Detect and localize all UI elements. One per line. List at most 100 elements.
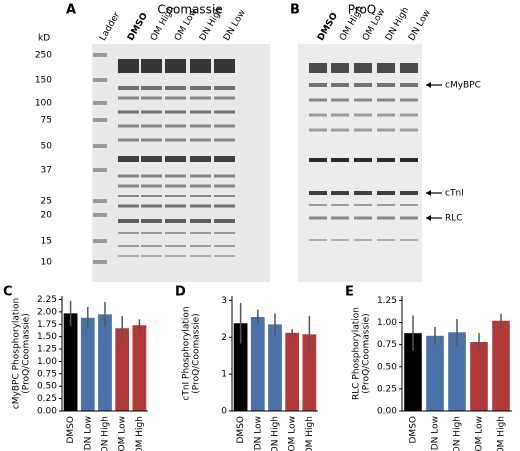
gel-band — [165, 174, 186, 178]
gel-band — [331, 83, 349, 87]
gel-band — [354, 113, 372, 117]
gel-band — [118, 184, 139, 188]
ladder-label: 250 — [35, 51, 52, 61]
ladder-label: 150 — [35, 76, 52, 86]
ladder-label: 75 — [41, 116, 52, 126]
ladder-band — [93, 239, 107, 243]
y-tick-label: 3 — [221, 296, 227, 306]
bar — [492, 320, 510, 411]
ladder-band — [93, 78, 107, 82]
y-tick-label: 0.25 — [37, 394, 57, 404]
gel-band — [165, 124, 186, 128]
gel-band — [141, 219, 162, 223]
gel-band — [165, 255, 186, 257]
bar — [426, 335, 444, 411]
gel-band — [377, 216, 395, 220]
marker-label: cTnI — [445, 189, 464, 199]
gel-band — [377, 191, 395, 195]
gel-band — [331, 216, 349, 220]
gel-band — [190, 86, 211, 90]
ladder-band — [93, 53, 107, 57]
panel-label: E — [345, 285, 354, 300]
gel-band — [190, 195, 211, 197]
bar — [115, 328, 130, 411]
y-tick-label: 2.00 — [37, 307, 57, 317]
gel-band — [309, 191, 327, 195]
ladder-label: 15 — [41, 237, 52, 247]
gel-band — [165, 86, 186, 90]
gel-band — [377, 83, 395, 87]
gel-band — [165, 96, 186, 100]
gel-band — [141, 174, 162, 178]
gel-band — [354, 216, 372, 220]
gel-band — [165, 204, 186, 208]
gel-band — [118, 219, 139, 223]
y-axis-label: cTnI Phosphorylation — [182, 306, 192, 400]
gel-band — [400, 83, 418, 87]
gel-band — [165, 59, 186, 73]
y-tick-label: 2.25 — [37, 295, 57, 305]
gel-band — [214, 232, 235, 234]
gel-band — [354, 83, 372, 87]
y-tick-label: 1.25 — [37, 345, 57, 355]
gel-band — [309, 83, 327, 87]
ladder-label: 10 — [41, 258, 53, 268]
y-tick-label: 0.50 — [377, 362, 397, 372]
x-tick-label: DN High — [271, 416, 281, 451]
gel-band — [141, 232, 162, 234]
bar — [404, 333, 422, 411]
ladder-label: 20 — [41, 211, 53, 221]
gel-band — [141, 195, 162, 197]
arrow-head — [426, 190, 431, 196]
marker-label: cMyBPC — [445, 81, 481, 91]
y-tick-label: 0.75 — [37, 369, 57, 379]
gel-band — [214, 184, 235, 188]
bar — [285, 332, 300, 411]
gel-band — [190, 59, 211, 73]
gel-band — [190, 174, 211, 178]
gel-band — [214, 219, 235, 223]
gel-band — [377, 63, 395, 73]
gel-band — [141, 245, 162, 247]
gel-title: ProQ — [348, 3, 376, 17]
gel-band — [141, 124, 162, 128]
gel-band — [214, 59, 235, 73]
gel-band — [165, 110, 186, 114]
y-tick-label: 0.50 — [37, 382, 57, 392]
gel-band — [118, 255, 139, 257]
gel-band — [190, 96, 211, 100]
ladder-band — [93, 101, 107, 105]
gel-band — [331, 239, 349, 241]
bar — [63, 313, 78, 411]
gel-band — [331, 204, 349, 206]
gel-band — [331, 98, 349, 102]
panel-label: D — [175, 285, 186, 300]
gel-band — [331, 158, 349, 162]
gel-band — [400, 239, 418, 241]
gel-band — [190, 245, 211, 247]
gel-band — [141, 96, 162, 100]
panel-label: A — [66, 3, 76, 18]
y-tick-label: 1 — [221, 370, 227, 380]
bar — [132, 325, 147, 411]
bar — [250, 317, 265, 411]
x-tick-label: OM Low — [288, 416, 298, 451]
ladder-band — [93, 168, 107, 172]
y-tick-label: 0.25 — [377, 384, 397, 394]
x-tick-label: DN High — [101, 416, 111, 451]
y-tick-label: 1.00 — [377, 318, 397, 328]
y-tick-label: 2 — [221, 333, 227, 343]
bar — [80, 317, 95, 411]
gel-band — [141, 255, 162, 257]
gel-band — [331, 113, 349, 117]
gel-band — [214, 204, 235, 208]
gel-band — [309, 98, 327, 102]
gel-band — [309, 204, 327, 206]
gel-band — [400, 158, 418, 162]
x-tick-label: OM High — [305, 416, 315, 451]
gel-band — [214, 156, 235, 162]
marker-label: RLC — [445, 214, 463, 224]
gel-band — [165, 245, 186, 247]
gel-band — [354, 128, 372, 132]
x-tick-label: DMSO — [409, 416, 419, 444]
